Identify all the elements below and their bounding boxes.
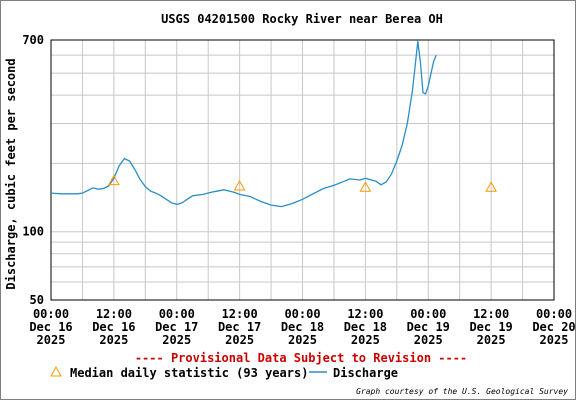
- x-tick-label-line: 12:00: [96, 307, 132, 321]
- x-tick-label-line: Dec 19: [407, 320, 450, 334]
- x-tick-label: 00:00 Dec 19 2025: [407, 307, 450, 347]
- x-tick-label-line: 12:00: [473, 307, 509, 321]
- discharge-line: [50, 40, 437, 208]
- grid-layer: [51, 40, 554, 300]
- x-tick-label-line: 2025: [225, 333, 254, 347]
- x-tick-label-line: Dec 17: [218, 320, 261, 334]
- x-tick-label-line: Dec 18: [344, 320, 387, 334]
- legend-median-label: Median daily statistic (93 years): [70, 366, 308, 380]
- legend: Median daily statistic (93 years) Discha…: [50, 365, 398, 380]
- series-layer: [50, 40, 437, 208]
- x-tick-label-line: 00:00: [410, 307, 446, 321]
- x-tick-label-line: 2025: [414, 333, 443, 347]
- provisional-notice: ---- Provisional Data Subject to Revisio…: [135, 351, 467, 365]
- x-tick-label-line: 00:00: [284, 307, 320, 321]
- x-tick-label-line: 00:00: [159, 307, 195, 321]
- x-tick-label-line: 2025: [288, 333, 317, 347]
- x-tick-label: 12:00 Dec 17 2025: [218, 307, 261, 347]
- x-tick-label-line: 2025: [99, 333, 128, 347]
- x-tick-label: 00:00 Dec 20 2025: [532, 307, 575, 347]
- y-tick-label: 100: [22, 225, 44, 239]
- x-tick-label-line: 12:00: [222, 307, 258, 321]
- x-tick-label-line: 12:00: [347, 307, 383, 321]
- x-tick-label-line: Dec 18: [281, 320, 324, 334]
- median-marker: [359, 181, 372, 192]
- x-tick-label-line: Dec 20: [532, 320, 575, 334]
- credit-text: Graph courtesy of the U.S. Geological Su…: [356, 387, 568, 396]
- x-tick-label-line: 2025: [477, 333, 506, 347]
- x-tick-label: 00:00 Dec 16 2025: [29, 307, 72, 347]
- x-tick-label-line: Dec 19: [469, 320, 512, 334]
- x-tick-label-line: 00:00: [536, 307, 572, 321]
- median-marker: [485, 181, 497, 192]
- x-tick-label: 12:00 Dec 19 2025: [469, 307, 512, 347]
- x-tick-label-line: Dec 16: [92, 320, 135, 334]
- x-tick-label: 00:00 Dec 17 2025: [155, 307, 198, 347]
- x-tick-label-line: 2025: [37, 333, 66, 347]
- legend-median-triangle: [50, 365, 62, 377]
- legend-discharge-label: Discharge: [333, 366, 398, 380]
- y-tick-label: 700: [22, 33, 44, 47]
- x-tick-label: 12:00 Dec 18 2025: [344, 307, 387, 347]
- x-tick-label-line: 2025: [351, 333, 380, 347]
- median-marker: [233, 179, 246, 191]
- y-tick-label: 50: [30, 293, 44, 307]
- x-tick-label-line: 2025: [540, 333, 569, 347]
- plot-area: [50, 39, 555, 301]
- chart-title: USGS 04201500 Rocky River near Berea OH: [161, 12, 443, 26]
- x-tick-label-line: 00:00: [33, 307, 69, 321]
- marker-layer: [108, 174, 497, 192]
- median-marker: [108, 174, 120, 186]
- x-tick-label-line: 2025: [162, 333, 191, 347]
- x-tick-label-line: Dec 16: [29, 320, 72, 334]
- x-tick-label-line: Dec 17: [155, 320, 198, 334]
- x-tick-label: 00:00 Dec 18 2025: [281, 307, 324, 347]
- x-tick-label: 12:00 Dec 16 2025: [92, 307, 135, 347]
- y-axis-label: Discharge, cubic feet per second: [4, 58, 18, 289]
